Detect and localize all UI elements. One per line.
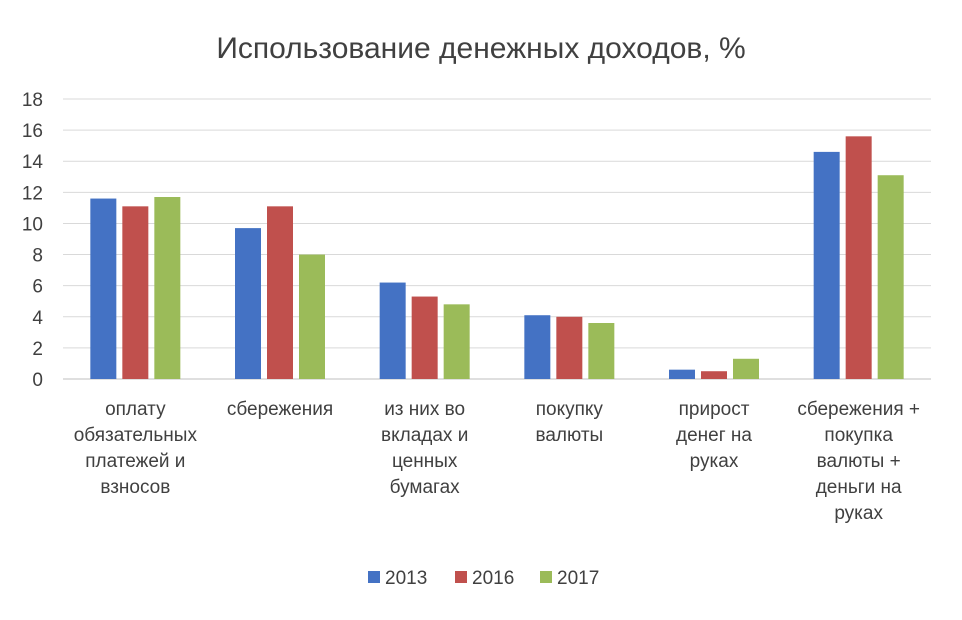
category-label: из них во вкладах и ценных бумагах bbox=[381, 399, 468, 498]
bar-2016-cat-3 bbox=[556, 316, 583, 379]
bar-2013-cat-2 bbox=[379, 282, 406, 379]
bar-2017-cat-5 bbox=[877, 175, 904, 379]
bar-2017-cat-3 bbox=[588, 323, 615, 379]
y-tick-label: 16 bbox=[22, 121, 43, 142]
legend: 2013 2016 2017 bbox=[368, 568, 599, 589]
bar-2016-cat-0 bbox=[122, 206, 149, 379]
legend-swatch-2013 bbox=[368, 571, 380, 583]
y-tick-label: 8 bbox=[32, 246, 43, 267]
bar-2013-cat-0 bbox=[90, 198, 117, 379]
bar-2013-cat-1 bbox=[235, 228, 261, 379]
bars bbox=[90, 136, 904, 379]
y-tick-label: 2 bbox=[32, 339, 43, 360]
y-tick-label: 14 bbox=[22, 152, 44, 173]
bar-2017-cat-0 bbox=[154, 197, 181, 379]
y-tick-label: 0 bbox=[32, 370, 43, 391]
y-tick-label: 12 bbox=[22, 183, 43, 204]
chart-title: Использование денежных доходов, % bbox=[216, 32, 745, 65]
gridlines bbox=[63, 98, 931, 380]
bar-2017-cat-2 bbox=[443, 304, 470, 379]
y-axis-ticks: 0 2 4 6 8 10 12 14 16 18 bbox=[22, 90, 44, 391]
y-tick-label: 4 bbox=[32, 308, 43, 329]
legend-swatch-2016 bbox=[455, 571, 467, 583]
y-tick-label: 18 bbox=[22, 90, 43, 111]
legend-label-2017: 2017 bbox=[557, 568, 599, 589]
bar-2016-cat-2 bbox=[411, 296, 438, 379]
y-tick-label: 10 bbox=[22, 214, 43, 235]
x-axis-categories: оплату обязательных платежей и взносов сбере… bbox=[74, 399, 920, 524]
legend-label-2013: 2013 bbox=[385, 568, 427, 589]
legend-label-2016: 2016 bbox=[472, 568, 514, 589]
bar-2017-cat-4 bbox=[733, 358, 759, 379]
bar-2017-cat-1 bbox=[299, 254, 325, 379]
bar-2016-cat-1 bbox=[267, 206, 293, 379]
legend-swatch-2017 bbox=[540, 571, 552, 583]
category-label: оплату обязательных платежей и взносов bbox=[74, 399, 198, 498]
category-label: сбережения + покупка валюты + деньги на рука… bbox=[797, 399, 920, 524]
category-label: сбережения bbox=[227, 399, 333, 420]
bar-2016-cat-5 bbox=[845, 136, 872, 379]
bar-2013-cat-5 bbox=[813, 151, 840, 379]
y-tick-label: 6 bbox=[32, 277, 43, 298]
category-label: прирост денег на руках bbox=[676, 399, 752, 472]
bar-2016-cat-4 bbox=[701, 371, 727, 379]
bar-2013-cat-3 bbox=[524, 315, 551, 379]
bar-2013-cat-4 bbox=[669, 369, 695, 379]
category-label: покупку валюты bbox=[535, 399, 603, 446]
